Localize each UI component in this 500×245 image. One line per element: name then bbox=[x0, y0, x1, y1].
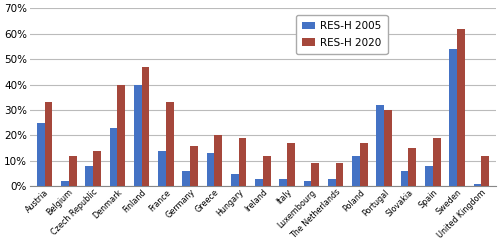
Bar bbox=[449, 49, 457, 186]
Bar bbox=[134, 85, 141, 186]
Bar bbox=[238, 138, 246, 186]
Bar bbox=[457, 28, 465, 186]
Bar bbox=[93, 151, 101, 186]
Bar bbox=[206, 153, 214, 186]
Bar bbox=[384, 110, 392, 186]
Bar bbox=[166, 102, 173, 186]
Bar bbox=[352, 156, 360, 186]
Bar bbox=[142, 67, 150, 186]
Legend: RES-H 2005, RES-H 2020: RES-H 2005, RES-H 2020 bbox=[296, 15, 388, 54]
Bar bbox=[432, 138, 440, 186]
Bar bbox=[190, 146, 198, 186]
Bar bbox=[86, 166, 93, 186]
Bar bbox=[336, 163, 344, 186]
Bar bbox=[61, 181, 69, 186]
Bar bbox=[36, 123, 44, 186]
Bar bbox=[376, 105, 384, 186]
Bar bbox=[182, 171, 190, 186]
Bar bbox=[312, 163, 319, 186]
Bar bbox=[263, 156, 270, 186]
Bar bbox=[425, 166, 432, 186]
Bar bbox=[400, 171, 408, 186]
Bar bbox=[474, 184, 482, 186]
Bar bbox=[231, 174, 238, 186]
Bar bbox=[408, 148, 416, 186]
Bar bbox=[280, 179, 287, 186]
Bar bbox=[110, 128, 118, 186]
Bar bbox=[158, 151, 166, 186]
Bar bbox=[44, 102, 52, 186]
Bar bbox=[482, 156, 489, 186]
Bar bbox=[360, 143, 368, 186]
Bar bbox=[304, 181, 312, 186]
Bar bbox=[69, 156, 76, 186]
Bar bbox=[255, 179, 263, 186]
Bar bbox=[214, 135, 222, 186]
Bar bbox=[328, 179, 336, 186]
Bar bbox=[287, 143, 295, 186]
Bar bbox=[118, 85, 125, 186]
